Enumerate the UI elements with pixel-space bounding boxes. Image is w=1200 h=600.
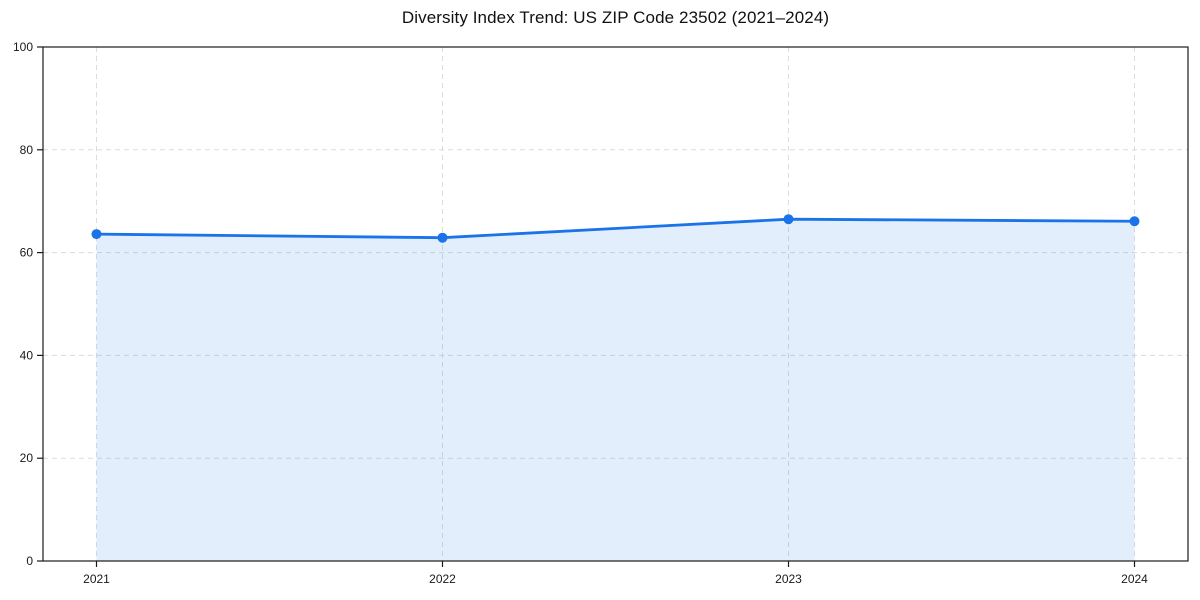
data-point-2024 [1129,216,1140,227]
data-point-2023 [783,214,794,225]
x-tick-label: 2021 [83,572,110,586]
y-tick-label: 40 [20,348,34,362]
x-tick-label: 2023 [775,572,802,586]
trend-line [95,217,1136,240]
y-tick-label: 20 [20,451,34,465]
x-tick-label: 2022 [429,572,456,586]
x-tick-label: 2024 [1121,572,1148,586]
chart-title: Diversity Index Trend: US ZIP Code 23502… [401,8,830,27]
y-tick-label: 60 [20,246,34,260]
data-point-2021 [91,229,102,240]
y-tick-label: 0 [26,554,33,568]
area-fill [96,219,1135,561]
data-point-2022 [437,232,448,243]
y-tick-label: 80 [20,143,34,157]
y-tick-label: 100 [13,40,33,54]
axes-frame [42,46,1189,562]
